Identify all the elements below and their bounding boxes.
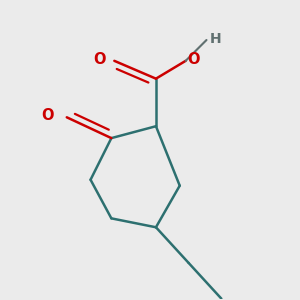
Text: O: O [93, 52, 105, 67]
Text: O: O [41, 108, 53, 123]
Text: O: O [187, 52, 200, 67]
Text: H: H [209, 32, 221, 46]
